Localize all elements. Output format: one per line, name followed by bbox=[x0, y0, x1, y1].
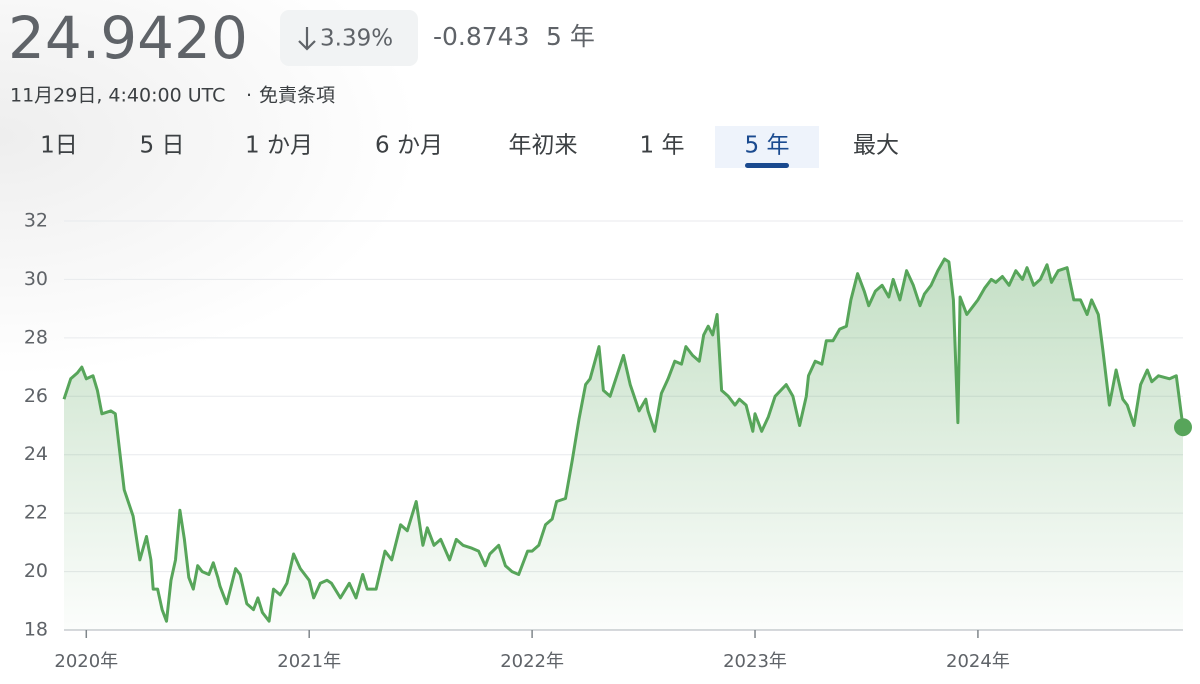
disclaimer-link[interactable]: 免責条項 bbox=[259, 85, 335, 107]
range-tabs: 1日 5 日 1 か月 6 か月 年初来 1 年 5 年 最大 bbox=[40, 126, 899, 168]
price: 24.9420 bbox=[8, 4, 248, 72]
x-tick-label: 2021年 bbox=[277, 651, 341, 672]
range-tab[interactable]: 6 か月 bbox=[375, 133, 443, 159]
last-point bbox=[1174, 418, 1192, 437]
x-tick-label: 2022年 bbox=[500, 651, 564, 672]
range-tab[interactable]: 5 年 bbox=[745, 133, 790, 159]
y-tick-label: 32 bbox=[24, 210, 48, 232]
y-tick-label: 30 bbox=[24, 268, 48, 290]
price-line bbox=[62, 257, 1185, 623]
x-tick-label: 2023年 bbox=[723, 651, 787, 672]
y-tick-label: 20 bbox=[24, 560, 48, 582]
change-percent: 3.39% bbox=[320, 26, 393, 52]
range-tab[interactable]: 年初来 bbox=[509, 133, 578, 159]
range-tab[interactable]: 5 日 bbox=[140, 133, 185, 159]
chart: 18 20 22 24 26 28 30 32 2020年 2021年 2022年 2023年 2024… bbox=[24, 210, 1192, 672]
tab-underline bbox=[745, 163, 789, 168]
area-fill bbox=[64, 259, 1183, 630]
change-badge bbox=[280, 10, 418, 66]
y-tick-label: 22 bbox=[24, 502, 48, 524]
change-value: -0.8743 bbox=[433, 22, 530, 51]
range-tab[interactable]: 1 か月 bbox=[245, 133, 313, 159]
y-tick-label: 24 bbox=[24, 443, 48, 465]
y-tick-label: 26 bbox=[24, 385, 48, 407]
x-tick-label: 2024年 bbox=[946, 651, 1010, 672]
separator: · bbox=[246, 85, 252, 107]
y-tick-label: 28 bbox=[24, 326, 48, 348]
range-tab[interactable]: 1 年 bbox=[640, 133, 685, 159]
y-tick-label: 18 bbox=[24, 619, 48, 641]
range-tab[interactable]: 最大 bbox=[853, 133, 899, 159]
tab-selected-bg bbox=[715, 126, 819, 168]
down-arrow-icon bbox=[298, 27, 316, 51]
timestamp: 11月29日, 4:40:00 UTC bbox=[10, 85, 225, 107]
range-tab[interactable]: 1日 bbox=[40, 133, 78, 159]
period: 5 年 bbox=[546, 22, 595, 51]
x-tick-label: 2020年 bbox=[54, 651, 118, 672]
